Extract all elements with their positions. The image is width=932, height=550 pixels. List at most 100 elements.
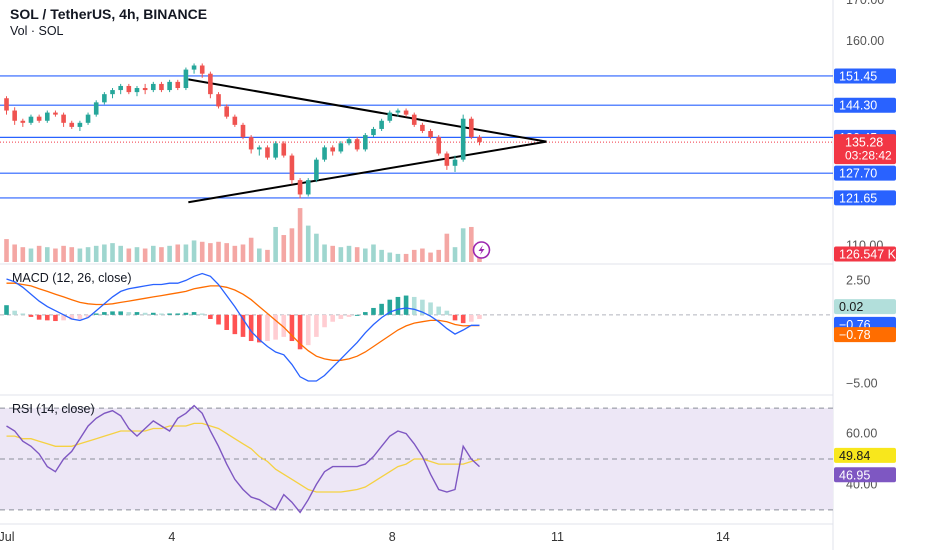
volume-bar	[110, 243, 115, 262]
candle-body	[265, 147, 270, 158]
volume-bar	[126, 248, 132, 262]
macd-histogram-bar	[159, 313, 164, 315]
volume-bar	[77, 248, 83, 262]
macd-histogram-bar	[199, 313, 205, 315]
candle-body	[126, 85, 132, 93]
level-price-tag-bg	[834, 165, 896, 181]
current-price-tag: 135.28	[845, 136, 883, 150]
macd-histogram-bar	[305, 314, 311, 346]
candle-body	[134, 88, 140, 93]
level-price-tag-bg	[834, 97, 896, 113]
candle-body	[330, 147, 335, 152]
volume-bar	[118, 245, 123, 262]
volume-bar	[61, 245, 66, 262]
macd-histogram-bar	[36, 314, 42, 320]
macd-histogram-bar	[4, 305, 9, 315]
volume-bar	[216, 241, 221, 262]
volume-bar	[387, 252, 393, 262]
candle-body	[85, 114, 91, 123]
candle-body	[289, 155, 295, 181]
level-price-tag: 127.70	[839, 167, 877, 181]
candle-body	[428, 131, 433, 138]
macd-histogram-bar	[134, 312, 140, 315]
macd-histogram-bar	[167, 313, 172, 315]
macd-tick-label: 2.50	[846, 273, 870, 287]
volume-bar	[338, 247, 344, 262]
macd-histogram-bar	[69, 314, 75, 320]
macd-histogram-bar	[354, 314, 360, 316]
volume-bar	[273, 226, 278, 262]
triangle-trendline	[188, 140, 547, 204]
macd-histogram-bar	[297, 314, 303, 350]
volume-bar	[36, 245, 42, 262]
volume-bar	[69, 247, 75, 262]
macd-histogram-bar	[428, 302, 433, 315]
volume-bar	[305, 225, 311, 262]
candle-body	[4, 98, 9, 111]
volume-bar	[411, 249, 417, 262]
volume-value-tag-bg	[834, 246, 896, 262]
volume-bar	[240, 244, 246, 262]
volume-bar	[12, 244, 17, 262]
volume-bar	[452, 247, 458, 262]
macd-histogram-bar	[338, 314, 344, 319]
volume-bar	[289, 228, 295, 262]
macd-histogram-bar	[208, 314, 213, 319]
volume-bar	[175, 244, 181, 262]
volume-bar	[330, 245, 335, 262]
volume-bar	[167, 245, 172, 262]
price-tick-label: 160.00	[846, 34, 884, 48]
macd-histogram-bar	[142, 312, 148, 315]
macd-histogram-bar	[265, 314, 270, 342]
time-tick-label: Jul	[0, 530, 15, 544]
macd-histogram-bar	[126, 312, 132, 315]
candle-body	[150, 83, 156, 91]
volume-bar	[150, 245, 156, 262]
candle-body	[436, 137, 442, 154]
macd-title: MACD (12, 26, close)	[12, 271, 131, 285]
macd-histogram-bar	[322, 314, 327, 328]
candle-body	[281, 143, 287, 156]
volume-bar	[371, 244, 376, 262]
macd-histogram-bar	[411, 296, 417, 315]
macd-histogram-bar	[379, 303, 384, 315]
macd-histogram-bar	[44, 314, 50, 321]
rsi-value-tag: 49.84	[839, 449, 870, 463]
volume-bar	[134, 247, 140, 262]
candle-body	[199, 65, 205, 74]
candle-body	[403, 110, 409, 115]
macd-histogram-bar	[363, 312, 368, 315]
macd-histogram-bar	[183, 312, 189, 315]
volume-bar	[257, 248, 262, 262]
volume-bar	[208, 243, 213, 262]
volume-bar	[20, 247, 26, 262]
candle-body	[232, 116, 238, 125]
candle-body	[354, 139, 360, 150]
macd-histogram-bar	[346, 314, 352, 317]
candle-body	[395, 110, 401, 113]
bar-countdown: 03:28:42	[845, 149, 892, 163]
candle-body	[118, 85, 123, 91]
volume-bar	[93, 245, 99, 262]
volume-bar	[191, 240, 197, 262]
candle-body	[224, 106, 229, 117]
candle-body	[469, 118, 474, 138]
volume-bar	[314, 233, 319, 262]
candle-body	[93, 102, 99, 115]
macd-histogram-bar	[289, 314, 295, 342]
time-tick-label: 4	[168, 530, 175, 544]
macd-histogram-bar	[216, 314, 221, 325]
macd-histogram-bar	[420, 299, 425, 315]
candle-body	[346, 139, 352, 144]
macd-histogram-bar	[102, 312, 107, 315]
macd-histogram-bar	[150, 312, 156, 315]
macd-histogram-bar	[273, 314, 278, 340]
volume-bar	[363, 248, 368, 262]
volume-value-tag: 126.547 K	[839, 248, 897, 262]
macd-histogram-bar	[118, 311, 123, 315]
chart-title: SOL / TetherUS, 4h, BINANCE	[10, 6, 208, 22]
macd-histogram-bar	[469, 314, 474, 322]
macd-histogram-bar	[61, 314, 66, 321]
